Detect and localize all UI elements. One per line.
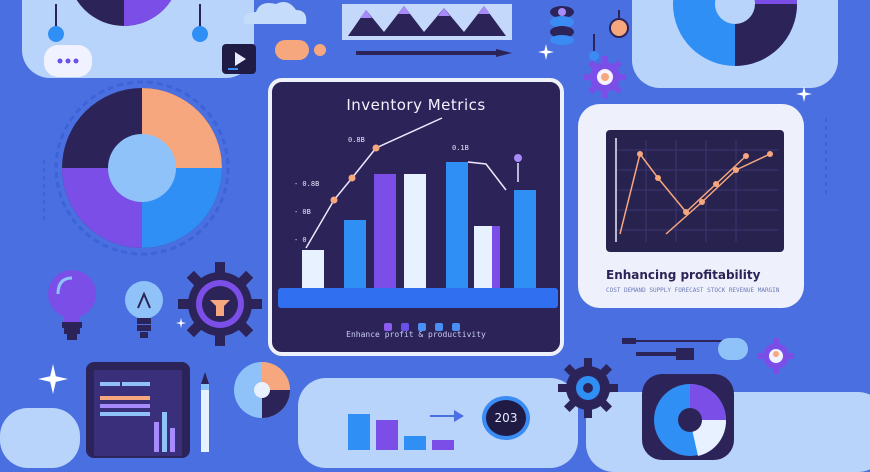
coin-icon	[609, 10, 629, 38]
pin-icon	[48, 4, 64, 42]
dot-marker	[314, 44, 326, 56]
card-caption: Enhance profit & productivity	[346, 330, 486, 339]
y-tick-label: - 0.8B	[294, 180, 320, 188]
pager-dot[interactable]	[418, 323, 426, 331]
pencil-bar-icon	[356, 49, 512, 57]
pin-icon-2	[192, 4, 208, 42]
mini-pie-icon	[234, 362, 290, 418]
line-chart-icon	[606, 130, 784, 252]
bottom-bar-chart-icon	[348, 414, 454, 450]
cloud-icon	[243, 2, 307, 24]
trend-point	[512, 152, 524, 164]
sparkle-icon	[538, 44, 554, 60]
bar	[492, 226, 500, 290]
inventory-metrics-card: Inventory Metrics - 0.8B - 0B - 0 0.8B 0…	[268, 78, 564, 356]
y-tick-label: - 0	[294, 236, 307, 244]
chat-bubble-icon	[44, 45, 92, 77]
decor-lines	[43, 160, 45, 220]
arrow-icon	[430, 410, 464, 422]
trend-point	[372, 144, 380, 152]
pager-dot[interactable]	[435, 323, 444, 331]
top-label: 0.8B	[348, 136, 365, 144]
bar	[374, 174, 396, 290]
card-title: Inventory Metrics	[346, 96, 486, 114]
gear-icon-3	[558, 358, 618, 418]
bottom-left-panel	[0, 408, 80, 468]
pin-icon-3	[589, 34, 599, 61]
top-label: 0.1B	[452, 144, 469, 152]
bottom-donut-icon	[642, 374, 734, 460]
counter-badge: 203	[482, 396, 530, 440]
pager-dot[interactable]	[452, 323, 461, 331]
bar	[344, 220, 366, 290]
lightbulb-icon	[48, 270, 96, 340]
gear-icon-large	[178, 262, 262, 346]
bar	[404, 174, 426, 290]
bar	[474, 226, 492, 290]
trend-point	[348, 174, 356, 182]
top-donut-icon	[76, 0, 172, 26]
pager[interactable]	[372, 316, 472, 335]
pager-dot[interactable]	[400, 323, 409, 331]
lightbulb-icon-2	[125, 281, 163, 338]
decor-lines-right	[825, 118, 827, 198]
donut-chart-icon	[673, 0, 797, 66]
coin-stack-icon	[550, 6, 574, 45]
side-card-title: Enhancing profitability	[606, 268, 761, 282]
bar	[514, 190, 536, 290]
tag-chip	[275, 40, 309, 60]
play-icon[interactable]	[222, 44, 256, 74]
sparkle-icon-4	[176, 318, 186, 328]
sparkle-icon-2	[796, 86, 812, 102]
sparkle-icon-3	[38, 364, 68, 394]
bar-chart	[278, 117, 558, 308]
trend-line-2	[467, 161, 507, 191]
pie-chart-icon	[54, 80, 230, 256]
slider-icon[interactable]	[622, 334, 752, 364]
profitability-card: Enhancing profitability COST DEMAND SUPP…	[578, 104, 804, 308]
side-card-subtitle: COST DEMAND SUPPLY FORECAST STOCK REVENU…	[606, 287, 780, 294]
tablet-icon	[86, 362, 190, 458]
pencil-icon	[201, 372, 209, 452]
baseline-bar	[278, 288, 558, 308]
bar	[302, 250, 324, 290]
gear-icon	[584, 56, 626, 98]
trend-point	[330, 196, 338, 204]
gear-icon-4	[758, 338, 794, 374]
bar	[446, 162, 468, 290]
y-tick-label: - 0B	[294, 208, 311, 216]
mountain-banner-icon	[342, 4, 512, 40]
pager-dot[interactable]	[383, 323, 392, 331]
